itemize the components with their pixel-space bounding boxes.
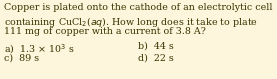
Text: Copper is plated onto the cathode of an electrolytic cell: Copper is plated onto the cathode of an … <box>4 3 273 12</box>
Text: c)  89 s: c) 89 s <box>4 54 39 63</box>
Text: 111 mg of copper with a current of 3.8 A?: 111 mg of copper with a current of 3.8 A… <box>4 27 206 36</box>
Text: b)  44 s: b) 44 s <box>138 42 174 51</box>
Text: containing CuCl$_2$($\it{aq}$). How long does it take to plate: containing CuCl$_2$($\it{aq}$). How long… <box>4 15 258 29</box>
Text: d)  22 s: d) 22 s <box>138 54 174 63</box>
Text: a)  1.3 $\times$ 10$^3$ s: a) 1.3 $\times$ 10$^3$ s <box>4 42 75 56</box>
